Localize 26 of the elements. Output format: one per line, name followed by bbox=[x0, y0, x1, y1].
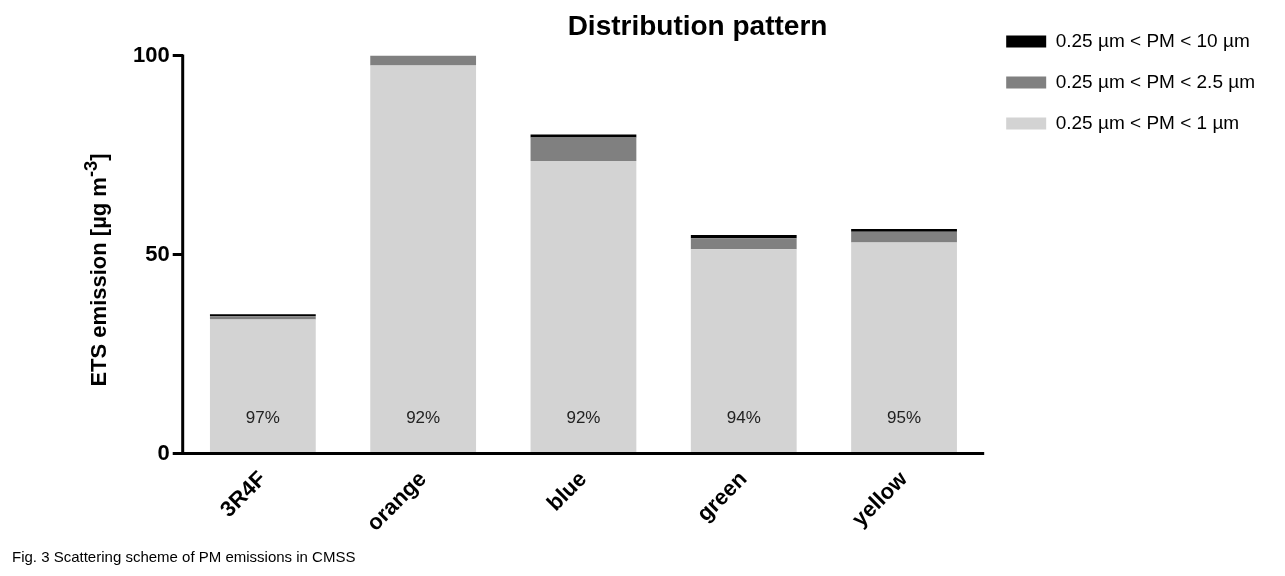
bar bbox=[530, 137, 637, 162]
bar bbox=[851, 242, 957, 453]
annotation: 94% bbox=[726, 408, 761, 428]
bar bbox=[690, 235, 797, 239]
y-tick-label: 100 bbox=[132, 41, 170, 67]
bar bbox=[530, 134, 637, 138]
bar bbox=[690, 238, 797, 250]
legend-label: 0.25 µm < PM < 10 µm bbox=[1055, 29, 1250, 51]
bar bbox=[851, 229, 957, 232]
y-tick-label: 0 bbox=[157, 439, 170, 465]
legend-label: 0.25 µm < PM < 1 µm bbox=[1055, 111, 1240, 133]
bar bbox=[690, 249, 797, 453]
x-tick-label: blue bbox=[541, 465, 592, 516]
annotation: 92% bbox=[566, 408, 601, 428]
annotation: 97% bbox=[245, 408, 280, 428]
bar bbox=[370, 65, 477, 453]
bar bbox=[209, 319, 316, 453]
y-tick-label: 50 bbox=[145, 240, 170, 266]
bar bbox=[370, 55, 477, 66]
legend-label: 0.25 µm < PM < 2.5 µm bbox=[1055, 70, 1256, 92]
caption: Fig. 3 Scattering scheme of PM emissions in CMSS bbox=[12, 548, 356, 565]
chart-title: Distribution pattern bbox=[567, 9, 828, 41]
annotation: 92% bbox=[406, 408, 441, 428]
annotation: 95% bbox=[887, 408, 922, 428]
bar bbox=[530, 161, 637, 453]
bar bbox=[851, 231, 957, 243]
